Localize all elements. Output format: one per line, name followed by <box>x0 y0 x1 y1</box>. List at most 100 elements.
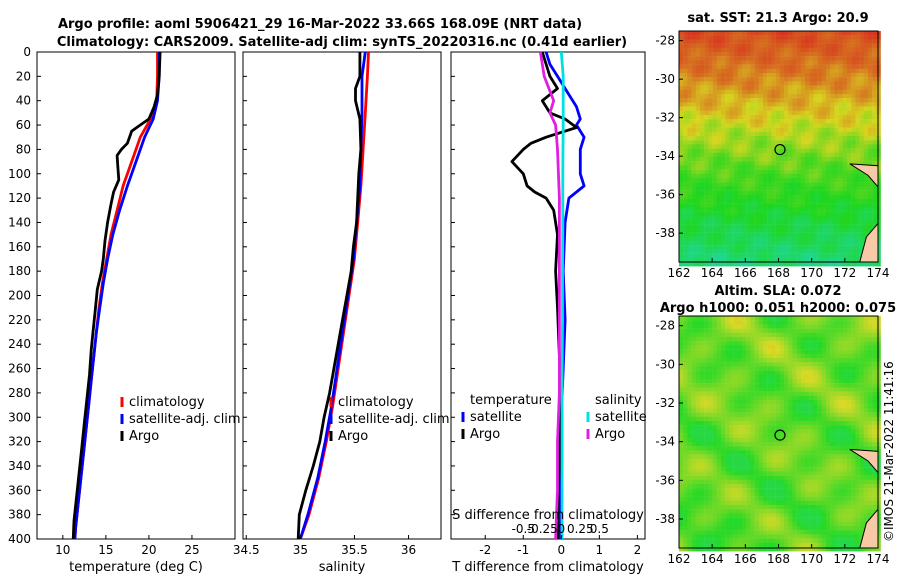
sst_map-cell-263 <box>775 52 780 57</box>
sla_map-cell-1536 <box>679 450 684 455</box>
sla_map-cell-8 <box>712 316 717 321</box>
sla_map-cell-1658 <box>788 458 793 464</box>
sst_map-cell-62 <box>737 35 743 40</box>
sst_map-cell-1078 <box>771 123 776 128</box>
sla_map-cell-707 <box>826 374 831 380</box>
sla_map-cell-1956 <box>830 484 835 489</box>
sst_map-cell-1394 <box>687 152 692 158</box>
sst_map-cell-1218 <box>754 136 759 141</box>
sst_map-cell-2097 <box>817 211 822 216</box>
sla_map-cell-1332 <box>830 429 835 434</box>
sst_map-cell-1096 <box>847 123 852 128</box>
sst_map-cell-1092 <box>830 123 835 128</box>
sst_map-cell-1753 <box>784 182 789 187</box>
sst_map-cell-2047 <box>809 207 814 212</box>
sst_map-cell-1693 <box>733 178 738 183</box>
sla_map-cell-1777 <box>683 471 688 476</box>
sst_map-cell-2031 <box>742 207 747 212</box>
sla_map-cell-172 <box>796 328 801 333</box>
sst_map-cell-2113 <box>683 215 688 221</box>
sla_map-cell-375 <box>842 345 848 350</box>
sst_map-cell-582 <box>704 81 709 86</box>
sst_map-cell-1247 <box>876 136 881 141</box>
sst_map-cell-968 <box>712 115 717 120</box>
sst_map-cell-2506 <box>721 249 726 254</box>
sla_map-cell-771 <box>691 383 696 388</box>
sla_map-cell-710 <box>838 374 843 380</box>
sla_map-cell-1619 <box>826 454 831 459</box>
sla_map-cell-119 <box>775 324 780 329</box>
sst_map-cell-706 <box>821 89 827 95</box>
sla_map-cell-1458 <box>754 442 759 447</box>
sla_map-cell-1912 <box>847 479 852 485</box>
sst_map-cell-2024 <box>712 207 717 212</box>
sst_map-cell-1559 <box>775 165 780 170</box>
sla_map-cell-792 <box>779 383 785 388</box>
sla_map-cell-179 <box>826 328 831 333</box>
sst_map-cell-2383 <box>809 236 814 242</box>
sst_map-cell-2055 <box>842 207 848 212</box>
sla_map-cell-1515 <box>792 446 797 451</box>
sst_map-cell-1225 <box>784 136 789 141</box>
sla_map-cell-1827 <box>691 475 696 480</box>
sst_map-cell-200 <box>712 47 717 53</box>
sst_map-cell-449 <box>750 68 755 74</box>
sla_map-cell-1254 <box>704 425 709 430</box>
sst_map-cell-1838 <box>737 190 743 195</box>
sst_map-cell-1525 <box>834 161 839 166</box>
sst_map-cell-270 <box>805 52 810 57</box>
sla_map-cell-1923 <box>691 484 696 489</box>
sla_map-cell-926 <box>737 395 743 401</box>
sla_map-cell-696 <box>779 374 785 380</box>
sla_map-cell-1919 <box>876 479 881 485</box>
sst_map-cell-836 <box>763 102 768 107</box>
sst_map-cell-1173 <box>767 131 772 137</box>
sla_map-cell-1259 <box>725 425 730 430</box>
sla_map-cell-299 <box>725 341 730 346</box>
sla_map-cell-623 <box>876 366 881 371</box>
sst_map-cell-1306 <box>721 144 726 149</box>
sla_map-cell-294 <box>704 341 709 346</box>
sst_map-cell-1302 <box>704 144 709 149</box>
sst_map-cell-602 <box>788 81 793 86</box>
sst_map-cell-1952 <box>813 199 818 204</box>
sst_map-cell-2362 <box>721 236 726 242</box>
sla_map-cell-706 <box>821 374 827 380</box>
sst_map-cell-2084 <box>763 211 768 216</box>
sst_map-cell-70 <box>771 35 776 40</box>
sla_map-cell-1205 <box>700 421 705 426</box>
sla_map-cell-1240 <box>847 421 852 426</box>
sst_map-cell-2247 <box>842 224 848 229</box>
sst_map-cell-83 <box>826 35 831 40</box>
sla_map-cell-1447 <box>708 442 713 447</box>
sla_map-cell-970 <box>721 400 726 405</box>
sst_map-cell-2062 <box>872 207 877 212</box>
sla_map-cell-1672 <box>847 458 852 464</box>
sla_map-cell-193 <box>683 332 688 338</box>
sst_map-cell-1992 <box>779 203 785 208</box>
sst_map-cell-2179 <box>758 220 764 225</box>
sla_map-cell-1574 <box>838 450 843 455</box>
sla_map-cell-1951 <box>809 484 814 489</box>
sla_map-cell-972 <box>729 400 734 405</box>
sla_map-cell-472 <box>847 353 852 359</box>
sst_map-cell-2679 <box>842 262 848 267</box>
sst_map-cell-1411 <box>758 152 764 158</box>
sla_map-cell-210 <box>754 332 759 338</box>
differences-xtick-label-3: 1 <box>596 543 604 557</box>
sla_map-cell-1335 <box>842 429 848 434</box>
sla_map-cell-1209 <box>716 421 722 426</box>
sla_map-cell-21 <box>767 316 772 321</box>
sst_map-cell-1987 <box>758 203 764 208</box>
sla_map-cell-1732 <box>695 467 701 472</box>
sst_map-cell-2435 <box>826 241 831 246</box>
sst_map-cell-1048 <box>847 119 852 124</box>
sst_map-cell-327 <box>842 56 848 61</box>
sla_map-cell-1317 <box>767 429 772 434</box>
sst_map-ytick-label-2: -32 <box>655 111 675 125</box>
sla_map-cell-1684 <box>695 463 701 468</box>
sst_map-cell-521 <box>851 73 856 78</box>
sst_map-cell-623 <box>876 81 881 86</box>
sst_map-cell-1638 <box>704 173 709 179</box>
sst_map-cell-993 <box>817 115 822 120</box>
